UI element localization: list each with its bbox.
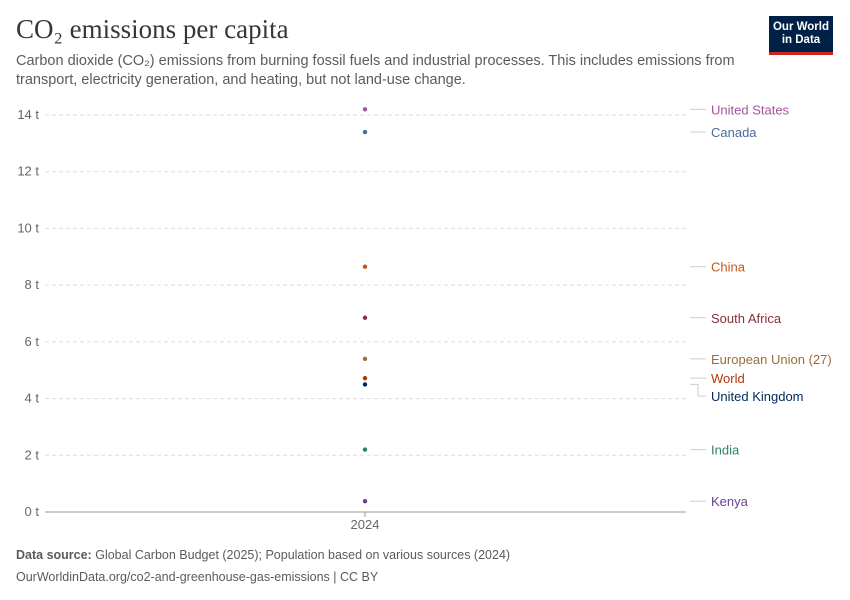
y-tick-label: 10 t	[17, 220, 39, 235]
label-connector	[690, 383, 706, 397]
owid-logo[interactable]: Our World in Data	[769, 16, 833, 55]
series-label: Kenya	[711, 494, 749, 509]
data-point	[362, 375, 368, 381]
chart-title: CO₂ emissions per capita	[16, 14, 289, 44]
y-tick-label: 4 t	[25, 391, 40, 406]
data-point	[362, 447, 368, 452]
data-point	[362, 356, 368, 362]
series-label: Canada	[711, 125, 757, 140]
data-point	[362, 264, 368, 269]
footer-url[interactable]: OurWorldinData.org/co2-and-greenhouse-ga…	[16, 570, 379, 584]
y-tick-label: 6 t	[25, 334, 40, 349]
y-tick-label: 0 t	[25, 504, 40, 519]
y-tick-label: 12 t	[17, 164, 39, 179]
series-label: United Kingdom	[711, 389, 804, 404]
data-point	[362, 315, 368, 320]
data-point	[362, 382, 368, 387]
series-label: European Union (27)	[711, 352, 832, 367]
series-label: South Africa	[711, 311, 782, 326]
data-point	[362, 499, 368, 504]
chart-subtitle: Carbon dioxide (CO₂) emissions from burn…	[16, 53, 735, 88]
series-label: China	[711, 260, 746, 275]
series-label: World	[711, 371, 745, 386]
data-point	[362, 107, 368, 112]
y-tick-label: 8 t	[25, 277, 40, 292]
data-point	[362, 129, 368, 135]
x-tick-label: 2024	[351, 517, 380, 532]
series-label: United States	[711, 102, 790, 117]
series-label: India	[711, 443, 740, 458]
data-source: Data source: Global Carbon Budget (2025)…	[16, 548, 511, 562]
y-tick-label: 2 t	[25, 447, 40, 462]
y-tick-label: 14 t	[17, 107, 39, 122]
logo-text: Our World in Data	[772, 21, 829, 46]
